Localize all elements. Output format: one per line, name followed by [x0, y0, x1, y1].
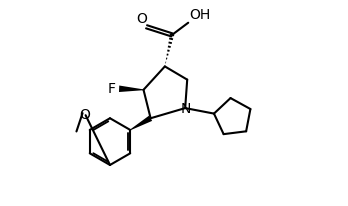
Polygon shape — [119, 85, 143, 92]
Polygon shape — [130, 116, 152, 130]
Text: OH: OH — [189, 8, 211, 22]
Text: N: N — [181, 102, 191, 116]
Text: O: O — [136, 12, 147, 26]
Text: F: F — [108, 82, 116, 96]
Text: O: O — [79, 108, 90, 122]
